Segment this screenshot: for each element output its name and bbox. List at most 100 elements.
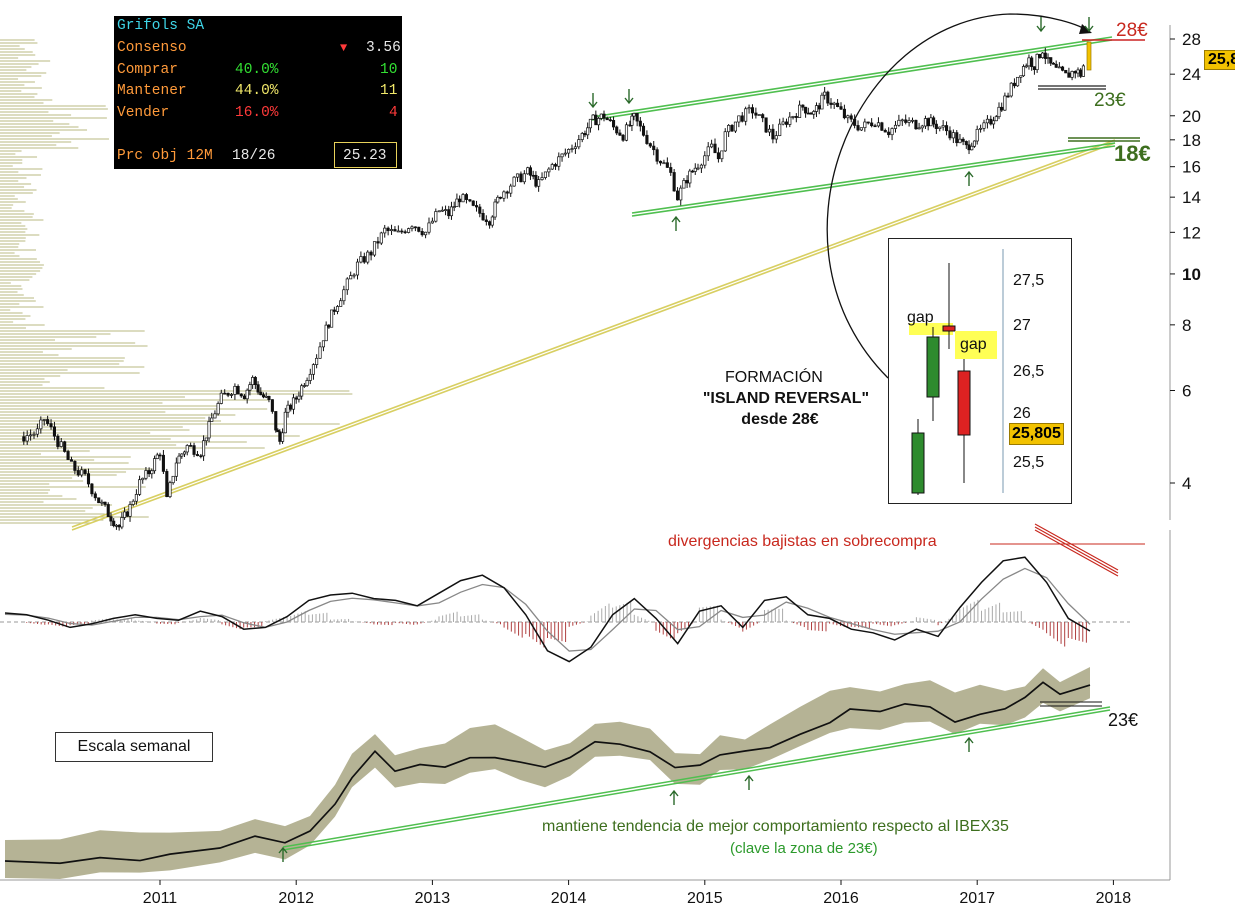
- candle-body: [652, 145, 656, 151]
- trend-lines: [71, 13, 1145, 531]
- candle-body: [961, 138, 965, 142]
- candle-body: [972, 140, 977, 147]
- candle-body: [427, 222, 431, 233]
- candle-body: [883, 129, 887, 133]
- consensus-label: Consenso: [117, 40, 187, 56]
- candle-body: [233, 385, 237, 395]
- candle-body: [359, 256, 363, 263]
- candle-body: [1030, 57, 1034, 68]
- candle-body: [985, 118, 989, 124]
- candle-body: [814, 105, 819, 112]
- price-tick-label: 16: [1182, 158, 1201, 177]
- candle-body: [519, 173, 523, 183]
- candle-body: [253, 377, 257, 385]
- time-tick-label: 2013: [415, 890, 451, 907]
- candle-body: [967, 144, 971, 151]
- candle-body: [283, 411, 287, 434]
- candle-body: [836, 102, 840, 107]
- candle-body: [308, 373, 312, 381]
- candle-body: [540, 177, 544, 180]
- candle-body: [97, 497, 101, 504]
- candle-body: [866, 121, 870, 124]
- candle-body: [1076, 69, 1080, 74]
- candle-body: [195, 454, 200, 457]
- candle-body: [784, 121, 789, 125]
- candle-body: [890, 128, 894, 136]
- formation-title: FORMACIÓN: [725, 369, 823, 386]
- up-arrow-icon: [964, 170, 974, 186]
- candle-body: [710, 143, 714, 148]
- relative-trend-note: mantiene tendencia de mejor comportamien…: [542, 818, 1009, 835]
- candle-body: [557, 156, 561, 167]
- candle-body: [393, 229, 397, 232]
- candle-body: [537, 179, 541, 187]
- candle-body: [302, 385, 306, 387]
- candle-body: [123, 511, 127, 518]
- candle-body: [543, 171, 547, 178]
- candle-body: [413, 226, 417, 229]
- down-arrow-icon: [1084, 17, 1094, 33]
- candle-body: [1081, 65, 1085, 77]
- candle-body: [276, 429, 280, 433]
- candle-body: [93, 493, 97, 499]
- candle-body: [182, 451, 187, 455]
- candle-body: [471, 200, 475, 206]
- candle-body: [685, 180, 689, 184]
- candle-body: [452, 206, 456, 208]
- target-value-box: [334, 142, 397, 168]
- candle-body: [820, 94, 824, 110]
- candle-body: [490, 216, 494, 226]
- down-arrow-icon: [624, 89, 634, 105]
- candle-body: [1003, 95, 1007, 111]
- down-arrow-icon: ▼: [340, 41, 348, 55]
- candle-body: [900, 119, 904, 122]
- candle-body: [690, 170, 695, 173]
- candle-body: [1038, 53, 1042, 58]
- candle-body: [131, 500, 135, 505]
- candle-body: [839, 106, 843, 110]
- candle-body: [621, 134, 625, 141]
- candle-body: [29, 434, 33, 437]
- candle-body: [76, 470, 80, 476]
- candle-body: [498, 196, 503, 199]
- candle-body: [141, 477, 145, 481]
- candle-body: [583, 133, 587, 136]
- candle-body: [144, 470, 148, 479]
- candle-body: [468, 199, 472, 202]
- inset-tick-5: 25,5: [1013, 454, 1045, 471]
- candle-body: [245, 389, 249, 400]
- candle-body: [1043, 52, 1047, 59]
- candle-body: [706, 146, 710, 157]
- candle-body: [362, 256, 366, 263]
- candle-body: [1054, 63, 1058, 68]
- candle-body: [474, 205, 479, 208]
- candle-body: [662, 162, 666, 165]
- candle-body: [207, 421, 211, 439]
- inset-candle-body: [942, 325, 956, 332]
- candle-body: [1019, 75, 1023, 78]
- candle-body: [941, 125, 945, 128]
- price-tick-label: 4: [1182, 474, 1191, 493]
- candle-body: [716, 152, 720, 160]
- candle-body: [880, 122, 884, 131]
- down-arrow-icon: [588, 93, 598, 109]
- candle-body: [723, 131, 727, 152]
- price-tick-label: 8: [1182, 316, 1191, 335]
- divergence-label: divergencias bajistas en sobrecompra: [668, 533, 937, 550]
- candle-body: [256, 384, 260, 393]
- candle-body: [56, 435, 60, 447]
- candle-body: [138, 479, 142, 495]
- candle-body: [964, 141, 968, 146]
- formation-name: "ISLAND REVERSAL": [702, 390, 870, 407]
- inset-candle-body: [957, 370, 971, 436]
- candle-body: [59, 441, 63, 447]
- candle-body: [100, 501, 104, 504]
- price-tick-label: 6: [1182, 381, 1191, 400]
- candle-body: [887, 131, 891, 136]
- candle-body: [315, 357, 319, 365]
- candle-body: [873, 125, 877, 128]
- sell-label: Vender: [117, 105, 170, 121]
- candle-body: [934, 123, 938, 129]
- candle-body: [251, 377, 255, 386]
- candle-body: [150, 470, 154, 475]
